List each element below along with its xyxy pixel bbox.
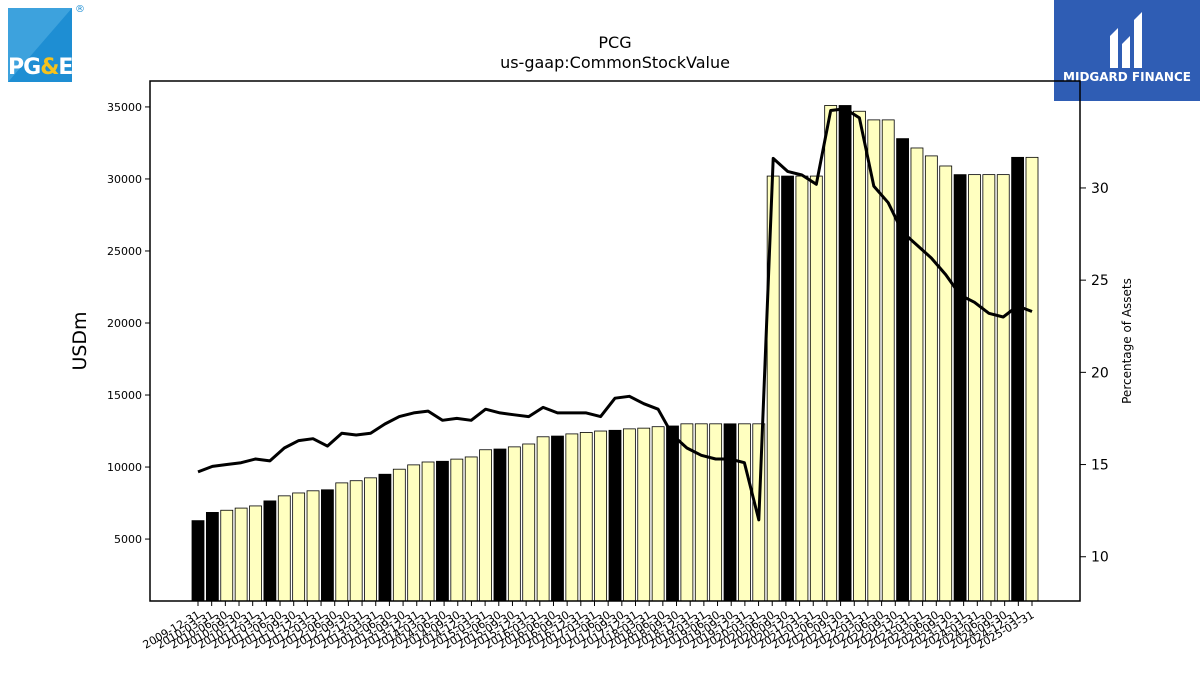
bar bbox=[608, 429, 622, 602]
bar bbox=[234, 507, 248, 602]
bar bbox=[924, 155, 938, 602]
y-tick-label: 20000 bbox=[107, 317, 142, 330]
bar bbox=[450, 458, 464, 602]
bar bbox=[407, 464, 421, 602]
bar bbox=[479, 449, 492, 602]
bar bbox=[263, 500, 277, 602]
y-tick-label: 35000 bbox=[107, 101, 142, 114]
bar bbox=[838, 105, 852, 602]
bar bbox=[709, 423, 723, 602]
chart-title: PCG bbox=[598, 33, 631, 52]
bar bbox=[349, 480, 363, 602]
y-axis-label: USDm bbox=[69, 311, 91, 370]
bar bbox=[1011, 156, 1025, 602]
y-tick-label: 15000 bbox=[107, 389, 142, 402]
bar bbox=[277, 495, 291, 602]
line-layer bbox=[197, 107, 1033, 522]
pge-logo-text: PG&E bbox=[8, 55, 72, 80]
bar bbox=[421, 461, 435, 602]
y-axis: 5000 10000 15000 20000 25000 30000 35000 bbox=[107, 101, 150, 546]
y2-axis: 10 15 20 25 30 bbox=[1080, 181, 1109, 566]
y2-tick-label: 10 bbox=[1091, 550, 1109, 566]
bar bbox=[738, 423, 751, 602]
bar bbox=[594, 430, 608, 602]
bar bbox=[666, 425, 679, 602]
bar bbox=[795, 175, 809, 602]
bar bbox=[579, 432, 593, 602]
bar bbox=[853, 110, 866, 602]
y-tick-label: 25000 bbox=[107, 245, 142, 258]
y2-tick-label: 20 bbox=[1091, 365, 1109, 381]
bar bbox=[205, 512, 219, 602]
bar bbox=[378, 473, 392, 602]
midgard-m-icon bbox=[1110, 12, 1142, 68]
y-tick-label: 10000 bbox=[107, 461, 142, 474]
bar bbox=[507, 446, 521, 602]
y2-tick-label: 30 bbox=[1091, 181, 1109, 197]
percentage-line bbox=[197, 107, 1033, 522]
pge-logo: PG&E bbox=[8, 8, 72, 82]
bar bbox=[292, 492, 306, 602]
y2-tick-label: 15 bbox=[1091, 458, 1109, 474]
bar bbox=[565, 433, 579, 602]
bar bbox=[551, 435, 564, 602]
y2-tick-label: 25 bbox=[1091, 273, 1109, 289]
bar bbox=[622, 428, 636, 602]
registered-mark: ® bbox=[75, 4, 85, 15]
y2-axis-label: Percentage of Assets bbox=[1120, 278, 1134, 404]
bar bbox=[536, 436, 550, 602]
x-axis: 2009-12-312010-03-312010-06-302010-09-30… bbox=[141, 601, 1037, 652]
midgard-finance-logo: MIDGARD FINANCE bbox=[1054, 0, 1200, 101]
bar bbox=[321, 489, 334, 602]
bar bbox=[392, 468, 406, 602]
bar bbox=[910, 147, 924, 602]
bar bbox=[982, 174, 996, 602]
bar bbox=[306, 490, 320, 602]
bar bbox=[637, 427, 651, 602]
bar bbox=[651, 426, 665, 602]
plot-frame bbox=[149, 80, 1081, 602]
bar bbox=[781, 175, 794, 602]
y-tick-label: 30000 bbox=[107, 173, 142, 186]
bar bbox=[896, 138, 909, 602]
bar bbox=[436, 460, 449, 602]
bar bbox=[493, 448, 507, 602]
bar bbox=[881, 119, 895, 602]
bar bbox=[335, 482, 349, 602]
bar bbox=[1025, 156, 1039, 602]
bar bbox=[364, 477, 377, 602]
bar bbox=[191, 520, 205, 602]
bars-layer bbox=[191, 105, 1039, 602]
bar bbox=[464, 456, 478, 602]
bar bbox=[522, 443, 536, 602]
bar bbox=[809, 175, 823, 602]
bar bbox=[723, 423, 737, 602]
y-tick-label: 5000 bbox=[114, 533, 142, 546]
bar bbox=[953, 174, 967, 602]
chart-subtitle: us-gaap:CommonStockValue bbox=[500, 53, 730, 72]
bar bbox=[694, 423, 708, 602]
bar bbox=[996, 174, 1010, 602]
bar bbox=[968, 174, 981, 602]
bar bbox=[249, 505, 262, 602]
bar bbox=[939, 165, 953, 602]
midgard-finance-text: MIDGARD FINANCE bbox=[1063, 70, 1191, 84]
bar bbox=[824, 105, 838, 602]
bar bbox=[220, 509, 234, 602]
